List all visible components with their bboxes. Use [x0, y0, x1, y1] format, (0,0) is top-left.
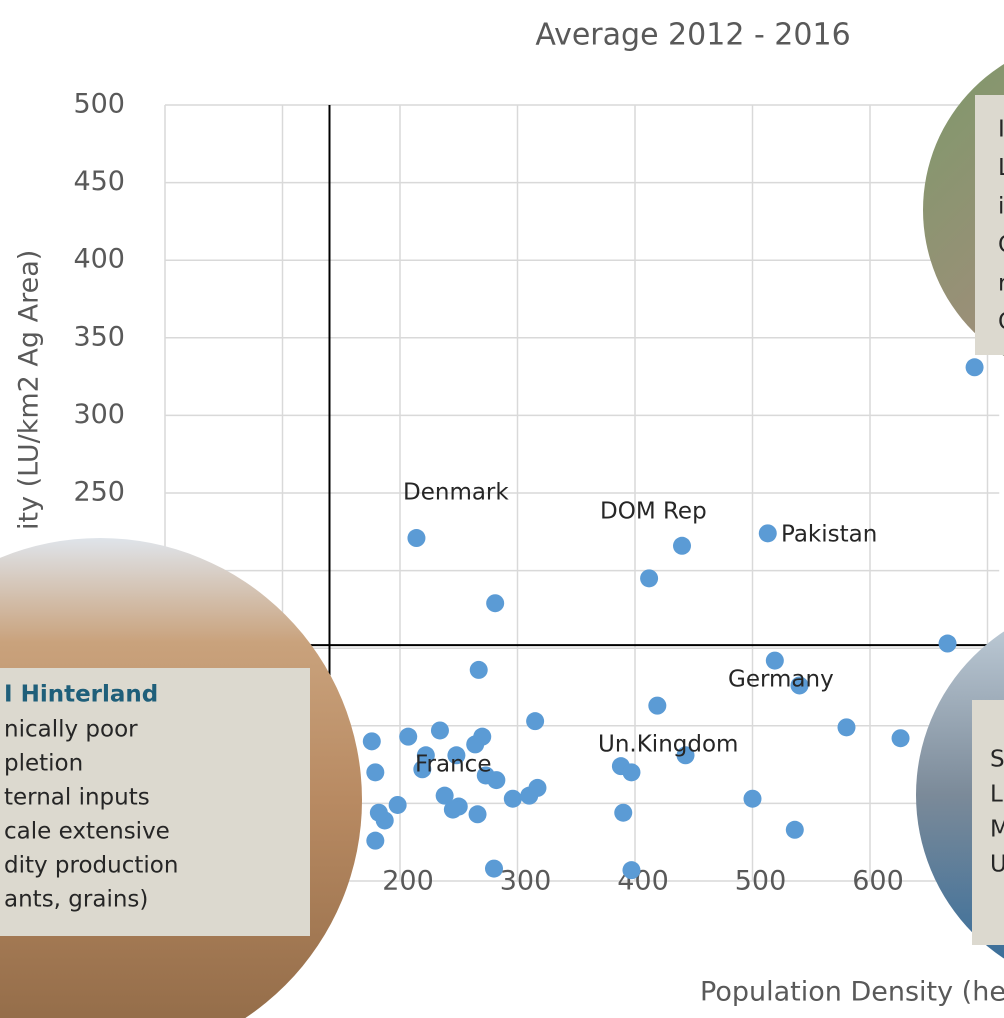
- point: [673, 536, 691, 555]
- point: [388, 795, 407, 814]
- point: [640, 569, 659, 588]
- point: [938, 634, 957, 653]
- point: [891, 729, 910, 748]
- box-line: S: [990, 747, 1004, 773]
- annotation: France: [415, 752, 491, 778]
- y-axis-label: ity (LU/km2 Ag Area): [14, 250, 45, 530]
- point: [486, 594, 505, 613]
- point: [416, 746, 435, 765]
- x-tick-label: 300: [500, 866, 552, 897]
- point: [614, 803, 633, 822]
- chart-title: Average 2012 - 2016: [535, 18, 850, 53]
- photo-top-right: ILiCrC: [923, 64, 1004, 356]
- box-line: I: [998, 117, 1004, 143]
- point: [503, 789, 522, 808]
- point: [366, 763, 385, 782]
- text-box: [0, 668, 310, 936]
- point: [765, 651, 784, 670]
- y-tick-label: 350: [73, 321, 125, 352]
- box-line: nically poor: [4, 717, 138, 743]
- box-line: pletion: [4, 751, 83, 777]
- text-box: [975, 95, 1004, 355]
- text-box: [972, 700, 1004, 945]
- point: [528, 778, 547, 797]
- point: [362, 732, 381, 751]
- annotation: Germany: [728, 667, 834, 693]
- photo-left: I Hinterland nically poor pletion ternal i…: [0, 538, 362, 1018]
- point: [622, 763, 641, 782]
- box-line: i: [998, 194, 1004, 220]
- box-line: L: [990, 782, 1003, 808]
- box-line: C: [998, 309, 1004, 335]
- point: [466, 735, 485, 754]
- point: [758, 524, 777, 543]
- x-axis-label: Population Density (head/km2 Ag: [700, 977, 1004, 1008]
- point: [965, 358, 984, 377]
- point: [487, 771, 506, 790]
- point: [526, 712, 545, 731]
- annotation: Un.Kingdom: [598, 732, 738, 758]
- point: [369, 803, 388, 822]
- point: [468, 805, 487, 824]
- point: [413, 760, 432, 779]
- point: [399, 727, 418, 746]
- box-line: L: [998, 155, 1004, 181]
- point: [485, 859, 503, 878]
- point: [622, 861, 641, 880]
- box-line: r: [998, 271, 1004, 297]
- point: [435, 786, 454, 805]
- point: [407, 529, 426, 548]
- annotation: Denmark: [403, 480, 509, 506]
- point: [366, 831, 385, 850]
- box-line: M: [990, 817, 1004, 843]
- y-tick-label: 250: [73, 477, 125, 508]
- annotation: Pakistan: [781, 522, 877, 548]
- annotation: DOM Rep: [600, 499, 707, 525]
- point: [790, 676, 809, 695]
- box-line: cale extensive: [4, 819, 170, 845]
- point: [785, 820, 804, 839]
- point: [837, 718, 856, 737]
- point: [430, 721, 449, 740]
- box-line: U: [990, 852, 1004, 878]
- box-line: C: [998, 232, 1004, 258]
- x-tick-label: 600: [852, 866, 904, 897]
- point: [743, 789, 762, 808]
- point: [676, 746, 695, 765]
- x-tick-label: 500: [735, 866, 787, 897]
- y-tick-label: 400: [73, 244, 125, 275]
- point: [648, 696, 667, 715]
- y-tick-label: 450: [73, 166, 125, 197]
- box-line: dity production: [4, 853, 178, 879]
- box-line: ternal inputs: [4, 785, 150, 811]
- y-tick-label: 300: [73, 399, 125, 430]
- point: [443, 800, 462, 819]
- point: [447, 746, 466, 765]
- point: [469, 660, 488, 679]
- x-tick-label: 200: [382, 866, 434, 897]
- box-line: ants, grains): [4, 887, 148, 913]
- y-tick-label: 500: [73, 89, 125, 120]
- box-title: I Hinterland: [4, 682, 158, 708]
